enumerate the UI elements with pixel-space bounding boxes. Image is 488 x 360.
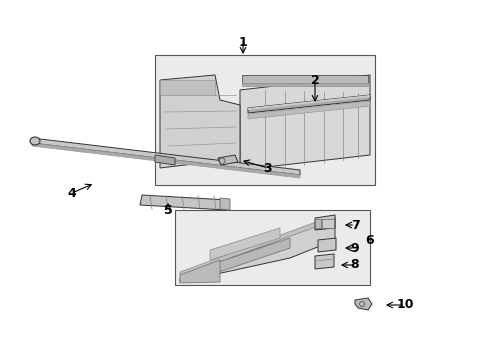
Polygon shape xyxy=(247,95,369,110)
Text: 2: 2 xyxy=(310,73,319,86)
Bar xyxy=(314,219,320,228)
Text: 9: 9 xyxy=(350,242,359,255)
Text: 1: 1 xyxy=(238,36,247,49)
Bar xyxy=(160,80,215,95)
Polygon shape xyxy=(180,260,220,283)
Text: 4: 4 xyxy=(67,186,76,199)
Polygon shape xyxy=(180,218,334,282)
Polygon shape xyxy=(218,155,238,165)
Bar xyxy=(242,83,367,86)
Text: 7: 7 xyxy=(350,219,359,231)
Polygon shape xyxy=(209,228,280,260)
Polygon shape xyxy=(32,143,299,178)
Polygon shape xyxy=(247,101,369,119)
Bar xyxy=(155,55,374,185)
Text: 6: 6 xyxy=(365,234,373,247)
Polygon shape xyxy=(180,215,334,276)
Polygon shape xyxy=(160,75,240,168)
Ellipse shape xyxy=(30,137,40,145)
Text: 10: 10 xyxy=(395,298,413,311)
Polygon shape xyxy=(314,215,334,230)
Polygon shape xyxy=(209,238,289,275)
Text: 5: 5 xyxy=(163,203,172,216)
Polygon shape xyxy=(32,138,299,175)
Polygon shape xyxy=(247,95,369,113)
Polygon shape xyxy=(314,254,333,269)
Polygon shape xyxy=(155,155,175,165)
Polygon shape xyxy=(140,195,227,210)
Polygon shape xyxy=(354,298,371,310)
Bar xyxy=(175,210,369,285)
Bar xyxy=(321,219,333,228)
Text: 3: 3 xyxy=(263,162,272,175)
Bar xyxy=(242,75,367,83)
Polygon shape xyxy=(317,238,335,252)
Polygon shape xyxy=(240,75,369,170)
Polygon shape xyxy=(220,198,229,210)
Text: 8: 8 xyxy=(350,258,359,271)
